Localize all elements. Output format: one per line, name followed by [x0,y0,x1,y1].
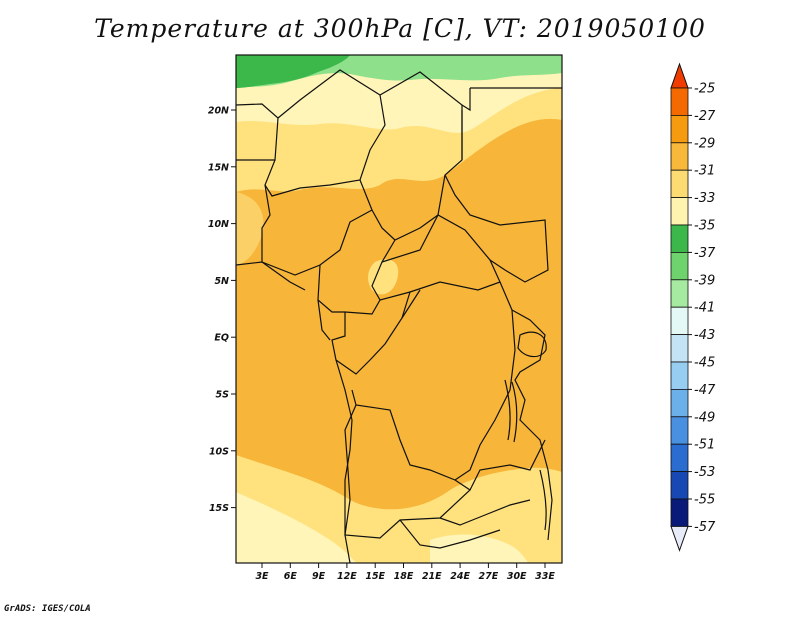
border-cameroon [317,239,396,315]
field-zone-south-pale [236,492,356,563]
border-drc [351,281,516,481]
colorbar-top-triangle [670,62,689,89]
border-nigeria [261,184,373,276]
colorbar-label: -37 [694,246,716,261]
lon-ticks: 3E 6E 9E 12E 15E 18E 21E 24E 27E 30E 33E [255,563,555,582]
colorbar-label: -41 [694,301,715,316]
lon-tick-label: 15E [365,571,385,582]
colorbar-label: -43 [694,328,715,343]
lon-tick-label: 27E [479,571,499,582]
colorbar-cell [670,115,689,144]
grads-credit: GrADS: IGES/COLA [4,604,91,614]
colorbar-cell [670,306,689,336]
lat-tick-label: 15S [209,503,229,514]
colorbar-bottom-triangle [670,525,689,552]
lon-tick-label: 30E [507,571,527,582]
lon-tick-label: 33E [535,571,555,582]
colorbar-cell [670,87,689,116]
lat-tick-label: 5S [216,390,230,401]
colorbar-cell [670,251,689,281]
colorbar-label: -39 [694,273,715,288]
temperature-field [236,55,562,563]
colorbar-label: -33 [694,191,715,206]
coastline-west [236,261,353,535]
border-niger [264,69,386,197]
colorbar: -25 -27 -29 -31 -33 -35 -37 -39 -41 -43 -45 -47 -49 -… [670,62,716,552]
lon-tick-label: 12E [337,571,357,582]
colorbar-cell [670,416,689,445]
colorbar-cell [670,279,689,308]
lat-tick-label: 5N [214,276,229,287]
lat-tick-label: 20N [208,106,229,117]
chart-title: Temperature at 300hPa [C], VT: 201905010… [94,14,706,43]
lon-tick-label: 24E [450,571,470,582]
border-congo [331,291,411,375]
colorbar-cell [670,443,689,473]
lon-tick-label: 9E [312,571,326,582]
colorbar-label: -31 [694,164,715,179]
border-sudan [444,110,549,283]
colorbar-label: -53 [694,465,715,480]
colorbar-label: -27 [694,109,716,124]
colorbar-cell [670,169,689,198]
lat-ticks: 20N 15N 10N 5N EQ 5S 10S 15S [208,106,236,514]
colorbar-cell [670,471,689,500]
border-car [379,214,501,301]
lat-tick-label: 15N [208,162,229,173]
colorbar-label: -35 [694,219,715,234]
colorbar-cell [670,388,689,418]
colorbar-label: -49 [694,410,715,425]
colorbar-label: -25 [694,82,715,97]
lon-tick-label: 21E [422,571,442,582]
colorbar-cell [670,361,689,390]
colorbar-cell [670,142,689,171]
country-borders [236,69,562,563]
colorbar-label: -57 [694,520,716,535]
colorbar-label: -51 [694,438,715,453]
lat-tick-label: EQ [214,333,229,344]
colorbar-label: -45 [694,356,715,371]
colorbar-cell [670,498,689,527]
lon-tick-label: 18E [394,571,414,582]
field-zone-green-dark [236,55,350,88]
colorbar-label: -55 [694,493,715,508]
lake-malawi [539,469,547,531]
colorbar-label: -29 [694,136,715,151]
lat-tick-label: 10N [208,219,229,230]
lon-tick-label: 3E [255,571,269,582]
border-zambia [439,439,546,526]
map-frame [235,54,563,564]
field-zone-southeast-pale [430,534,528,563]
lon-tick-label: 6E [284,571,298,582]
field-zone-coast [236,192,264,266]
border-namibia [344,519,501,563]
lat-tick-label: 10S [209,446,229,457]
colorbar-cell [670,224,689,253]
border-angola [344,404,471,539]
border-east-lakes [511,309,553,541]
field-zone-east-light [368,259,399,295]
colorbar-cell [670,334,689,363]
lake-victoria [517,331,547,358]
lake-tanganyika [504,379,518,443]
colorbar-label: -47 [694,383,716,398]
border-libya-egypt [461,87,562,112]
colorbar-cell [670,197,689,226]
